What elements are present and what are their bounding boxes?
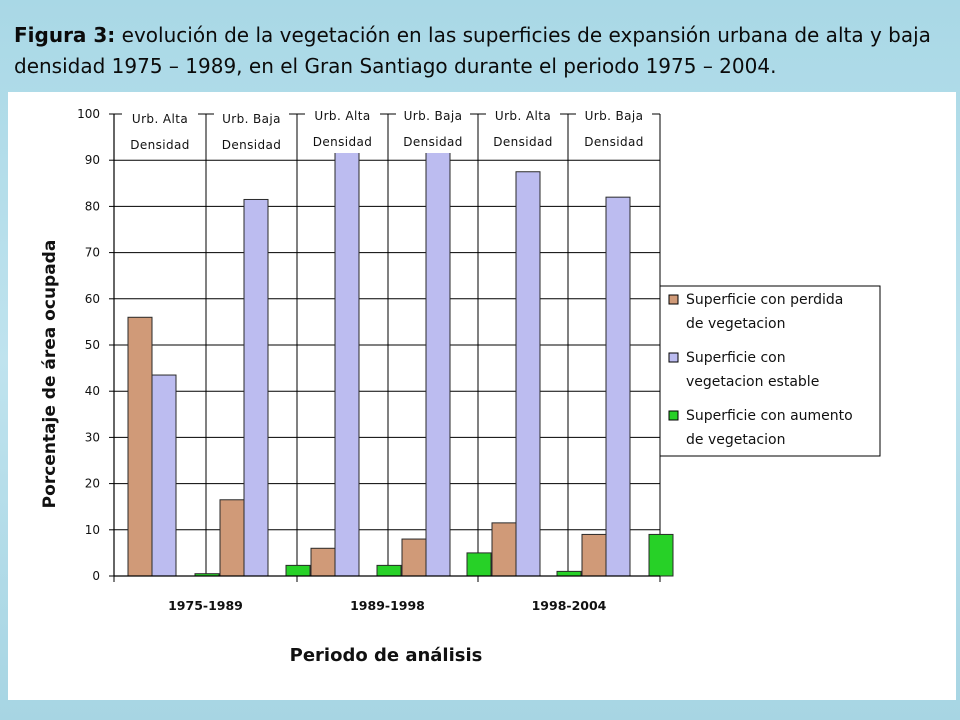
gain-bar-1989-1998-baja bbox=[466, 552, 492, 577]
loss-bar-1998-2004-alta bbox=[491, 522, 517, 577]
subgroup-label: Densidad bbox=[493, 135, 553, 149]
subgroup-label: Urb. Baja bbox=[585, 109, 644, 123]
x-tick-label: 1989-1998 bbox=[350, 598, 425, 613]
y-tick-label: 0 bbox=[92, 569, 100, 583]
x-tick-labels: 1975-1989 1989-1998 1998-2004 bbox=[168, 598, 607, 613]
y-tick-label: 20 bbox=[85, 477, 100, 491]
y-axis-label: Porcentaje de área ocupada bbox=[40, 240, 60, 509]
y-tick-label: 30 bbox=[85, 430, 100, 444]
legend-label: Superficie con perdida bbox=[686, 292, 843, 308]
y-tick-label: 80 bbox=[85, 199, 100, 213]
subgroup-label-bg bbox=[396, 107, 470, 153]
loss-bar-1989-1998-alta bbox=[310, 547, 336, 577]
plot-panel: 0 10 20 30 40 50 60 70 80 90 100 1975-1989 1989-199… bbox=[8, 92, 956, 700]
loss-bar-1989-1998-baja bbox=[401, 538, 427, 577]
y-tick-label: 70 bbox=[85, 246, 100, 260]
bars bbox=[127, 148, 674, 577]
subgroup-label: Urb. Alta bbox=[314, 109, 370, 123]
subgroup-label: Densidad bbox=[584, 135, 644, 149]
legend-box bbox=[659, 285, 881, 457]
stable-bar-1975-1989-baja bbox=[243, 198, 269, 577]
y-tick-label: 40 bbox=[85, 384, 100, 398]
axes bbox=[109, 113, 661, 582]
legend-label: Superficie con bbox=[686, 350, 786, 366]
gridlines bbox=[114, 113, 660, 531]
legend-swatch bbox=[668, 410, 679, 421]
stable-bar-1998-2004-alta bbox=[515, 171, 541, 577]
subgroup-labels: Urb. Alta Densidad Urb. Baja Densidad Urb. A… bbox=[122, 107, 652, 156]
loss-bar-1975-1989-alta bbox=[127, 316, 153, 577]
bar-chart: 0 10 20 30 40 50 60 70 80 90 100 1975-1989 1989-199… bbox=[40, 107, 881, 666]
subgroup-label: Densidad bbox=[313, 135, 373, 149]
legend-label: de vegetacion bbox=[686, 432, 785, 448]
figure-label: Figura 3: bbox=[14, 23, 116, 47]
y-tick-label: 90 bbox=[85, 153, 100, 167]
subgroup-label: Urb. Alta bbox=[132, 112, 188, 126]
stable-bar-1975-1989-alta bbox=[151, 374, 177, 577]
subgroup-label-bg bbox=[214, 110, 289, 156]
legend-label: de vegetacion bbox=[686, 316, 785, 332]
stable-bar-1989-1998-alta bbox=[334, 148, 360, 577]
gain-bar-1975-1989-baja bbox=[285, 564, 311, 577]
x-tick-label: 1975-1989 bbox=[168, 598, 243, 613]
figure-caption: Figura 3: evolución de la vegetación en … bbox=[14, 20, 950, 82]
y-tick-label: 100 bbox=[77, 107, 100, 121]
gain-bar-1998-2004-alta bbox=[556, 570, 582, 577]
gain-bar-1989-1998-alta bbox=[376, 564, 402, 577]
subgroup-label: Urb. Baja bbox=[222, 112, 281, 126]
legend-swatch bbox=[668, 294, 679, 305]
subgroup-label: Urb. Baja bbox=[404, 109, 463, 123]
legend-label: vegetacion estable bbox=[686, 374, 819, 390]
y-tick-label: 10 bbox=[85, 523, 100, 537]
loss-bar-1998-2004-baja bbox=[581, 533, 607, 577]
legend-swatch bbox=[668, 352, 679, 363]
stable-bar-1989-1998-baja bbox=[425, 150, 451, 577]
gain-bar-1998-2004-baja bbox=[648, 533, 674, 577]
subgroup-label-bg bbox=[576, 107, 652, 153]
subgroup-label-bg bbox=[486, 107, 560, 153]
subgroup-label: Densidad bbox=[222, 138, 282, 152]
y-tick-label: 50 bbox=[85, 338, 100, 352]
subgroup-label-bg bbox=[305, 107, 380, 153]
legend-label: Superficie con aumento bbox=[686, 408, 853, 424]
stable-bar-1998-2004-baja bbox=[605, 196, 631, 577]
subgroup-label: Densidad bbox=[130, 138, 190, 152]
subgroup-label: Densidad bbox=[403, 135, 463, 149]
loss-bar-1975-1989-baja bbox=[219, 499, 245, 577]
caption-text: evolución de la vegetación en las superf… bbox=[14, 23, 931, 78]
x-axis-label: Periodo de análisis bbox=[290, 645, 483, 666]
y-tick-labels: 0 10 20 30 40 50 60 70 80 90 100 bbox=[77, 107, 100, 583]
group-separators bbox=[205, 114, 661, 576]
legend: Superficie con perdida de vegetacion Super… bbox=[659, 285, 881, 457]
subgroup-label-bg bbox=[122, 110, 198, 156]
y-tick-label: 60 bbox=[85, 292, 100, 306]
subgroup-label: Urb. Alta bbox=[495, 109, 551, 123]
x-tick-label: 1998-2004 bbox=[532, 598, 607, 613]
